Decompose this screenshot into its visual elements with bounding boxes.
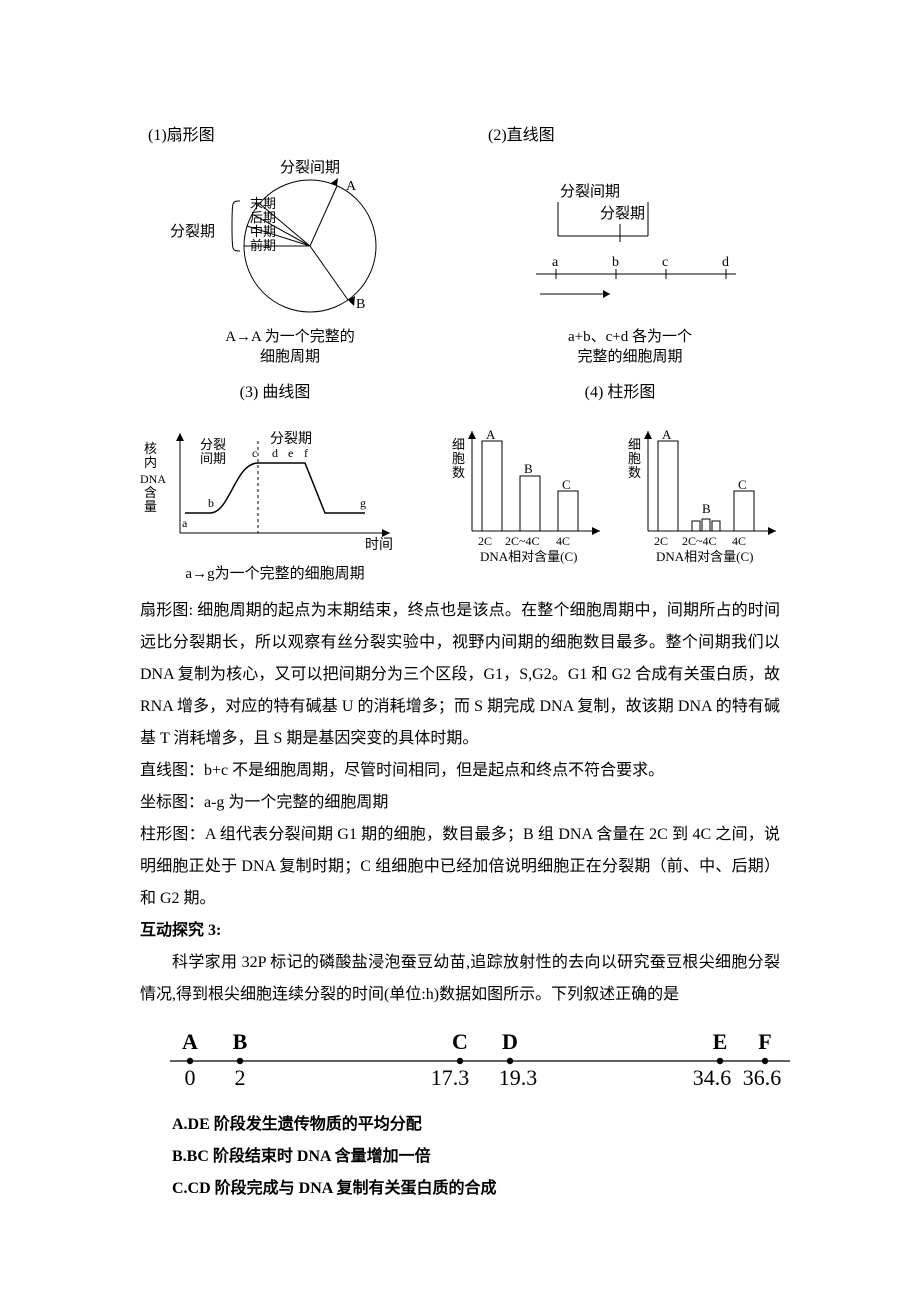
svg-text:细: 细 xyxy=(628,437,641,452)
svg-text:a: a xyxy=(182,516,188,530)
svg-text:4C: 4C xyxy=(556,534,570,548)
fig3-caption: a→g为一个完整的细胞周期 xyxy=(185,565,364,585)
option-c: C.CD 阶段完成与 DNA 复制有关蛋白质的合成 xyxy=(140,1173,780,1205)
svg-text:内: 内 xyxy=(144,455,157,470)
svg-text:f: f xyxy=(304,446,308,460)
fig4-title: (4) 柱形图 xyxy=(585,377,656,409)
figure-1-fan: (1)扇形图 分裂间期 分裂期 末期 后期 中期 xyxy=(140,120,440,367)
svg-text:含: 含 xyxy=(144,485,157,500)
svg-text:e: e xyxy=(288,446,293,460)
svg-text:2C~4C: 2C~4C xyxy=(505,534,540,548)
svg-text:2C: 2C xyxy=(478,534,492,548)
svg-text:分裂期: 分裂期 xyxy=(170,223,215,240)
option-b: B.BC 阶段结束时 DNA 含量增加一倍 xyxy=(140,1141,780,1173)
figure-2-line: (2)直线图 分裂间期 分裂期 a b c d xyxy=(480,120,780,367)
svg-text:DNA相对含量(C): DNA相对含量(C) xyxy=(656,549,754,564)
svg-text:E: E xyxy=(713,1029,728,1054)
svg-text:b: b xyxy=(612,255,619,270)
svg-text:间期: 间期 xyxy=(200,451,226,466)
fig1-caption: A→A 为一个完整的 细胞周期 xyxy=(225,328,355,367)
fig1-svg: 分裂间期 分裂期 末期 后期 中期 前期 xyxy=(160,156,420,326)
svg-text:19.3: 19.3 xyxy=(499,1065,538,1090)
fig2-title: (2)直线图 xyxy=(488,120,555,152)
svg-text:17.3: 17.3 xyxy=(431,1065,470,1090)
svg-text:胞: 胞 xyxy=(452,451,465,466)
timeline-figure: A 0 B 2 C 17.3 D 19.3 E 34.6 F xyxy=(160,1021,760,1099)
svg-text:A: A xyxy=(486,427,496,442)
paragraph-fan: 扇形图: 细胞周期的起点为末期结束，终点也是该点。在整个细胞周期中，间期所占的时… xyxy=(140,595,780,755)
svg-text:A: A xyxy=(182,1029,198,1054)
svg-text:a: a xyxy=(552,255,559,270)
svg-text:4C: 4C xyxy=(732,534,746,548)
svg-text:B: B xyxy=(356,297,365,312)
svg-text:前期: 前期 xyxy=(250,238,276,253)
svg-text:细: 细 xyxy=(452,437,465,452)
svg-text:34.6: 34.6 xyxy=(693,1065,732,1090)
svg-text:B: B xyxy=(233,1029,248,1054)
svg-text:末期: 末期 xyxy=(250,196,276,211)
svg-text:g: g xyxy=(360,496,366,510)
fig2-caption: a+b、c+d 各为一个 完整的细胞周期 xyxy=(568,328,692,367)
svg-text:2: 2 xyxy=(235,1065,246,1090)
svg-text:数: 数 xyxy=(628,465,641,480)
svg-text:c: c xyxy=(662,255,668,270)
fig4-svg: 细 胞 数 A B C 2C 2C~4C 4C DNA相对含量(C) 细 胞 xyxy=(450,413,790,573)
svg-text:C: C xyxy=(562,477,571,492)
fig2-svg: 分裂间期 分裂期 a b c d xyxy=(500,156,760,326)
svg-text:0: 0 xyxy=(185,1065,196,1090)
svg-text:A: A xyxy=(662,427,672,442)
svg-text:量: 量 xyxy=(144,499,157,514)
svg-text:分裂期: 分裂期 xyxy=(270,431,312,447)
fig1-title: (1)扇形图 xyxy=(148,120,215,152)
svg-text:b: b xyxy=(208,496,214,510)
fig3-svg: 核 内 DNA 含 量 时间 分裂 间期 分裂期 a xyxy=(140,413,410,563)
svg-text:分裂间期: 分裂间期 xyxy=(560,183,620,200)
svg-text:核: 核 xyxy=(144,441,157,456)
svg-text:c: c xyxy=(252,446,257,460)
option-a: A.DE 阶段发生遗传物质的平均分配 xyxy=(140,1109,780,1141)
svg-text:B: B xyxy=(524,461,533,476)
svg-text:d: d xyxy=(722,255,729,270)
figure-3-curve: (3) 曲线图 核 内 DNA 含 量 时间 分裂 间期 分裂期 xyxy=(140,377,410,585)
svg-text:B: B xyxy=(702,501,711,516)
svg-text:D: D xyxy=(502,1029,518,1054)
svg-text:A: A xyxy=(346,179,357,194)
svg-text:2C~4C: 2C~4C xyxy=(682,534,717,548)
heading-interactive-3: 互动探究 3: xyxy=(140,915,780,947)
figure-4-bars: (4) 柱形图 细 胞 数 A B C 2C 2C~4C 4C DNA相对含量(… xyxy=(450,377,790,585)
svg-text:C: C xyxy=(738,477,747,492)
svg-text:分裂: 分裂 xyxy=(200,437,226,452)
paragraph-bar: 柱形图：A 组代表分裂间期 G1 期的细胞，数目最多；B 组 DNA 含量在 2… xyxy=(140,819,780,915)
svg-text:d: d xyxy=(272,446,278,460)
svg-text:中期: 中期 xyxy=(250,224,276,239)
paragraph-question: 科学家用 32P 标记的磷酸盐浸泡蚕豆幼苗,追踪放射性的去向以研究蚕豆根尖细胞分… xyxy=(140,947,780,1011)
paragraph-coord: 坐标图：a-g 为一个完整的细胞周期 xyxy=(140,787,780,819)
svg-text:C: C xyxy=(452,1029,468,1054)
svg-text:分裂间期: 分裂间期 xyxy=(280,159,340,176)
svg-text:数: 数 xyxy=(452,465,465,480)
svg-text:F: F xyxy=(758,1029,771,1054)
fig3-title: (3) 曲线图 xyxy=(240,377,311,409)
svg-text:胞: 胞 xyxy=(628,451,641,466)
svg-text:DNA相对含量(C): DNA相对含量(C) xyxy=(480,549,578,564)
svg-text:36.6: 36.6 xyxy=(743,1065,782,1090)
svg-text:分裂期: 分裂期 xyxy=(600,205,645,222)
svg-text:时间: 时间 xyxy=(365,537,393,553)
svg-text:DNA: DNA xyxy=(140,472,166,486)
timeline-svg: A 0 B 2 C 17.3 D 19.3 E 34.6 F xyxy=(160,1021,800,1099)
svg-text:后期: 后期 xyxy=(250,210,276,225)
paragraph-line: 直线图：b+c 不是细胞周期，尽管时间相同，但是起点和终点不符合要求。 xyxy=(140,755,780,787)
svg-text:2C: 2C xyxy=(654,534,668,548)
